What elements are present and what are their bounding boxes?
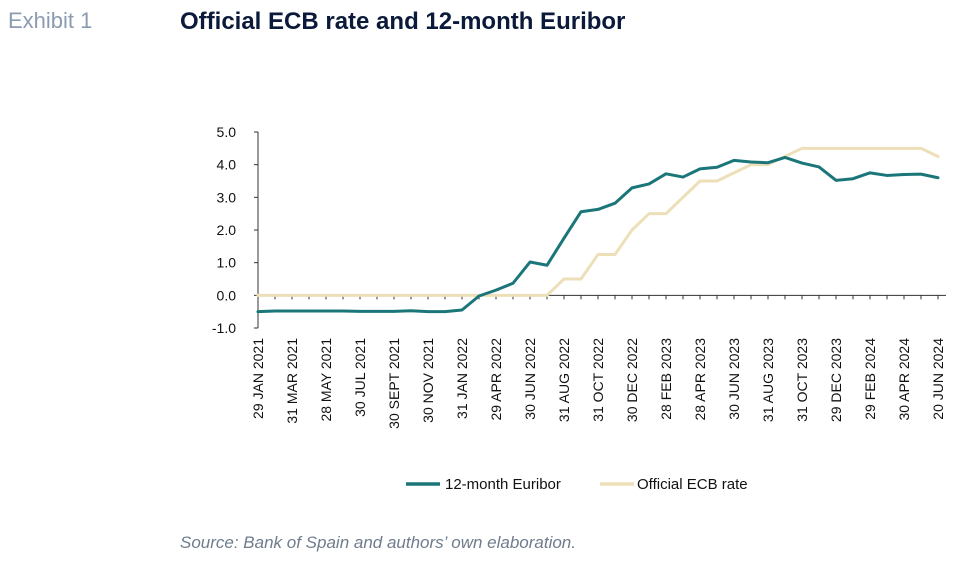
chart-axes: 5.0 4.0 3.0 2.0 1.0 0.0 -1.0 29 JAN 2021 31 MAR … <box>212 124 946 429</box>
y-tick-label: 0.0 <box>217 287 237 303</box>
y-tick-label: 5.0 <box>217 124 237 140</box>
x-tick-label: 30 JUN 2022 <box>522 338 538 420</box>
x-tick-label: 31 AUG 2022 <box>556 338 572 422</box>
chart-title: Official ECB rate and 12-month Euribor <box>180 8 626 35</box>
x-tick-label: 31 OCT 2023 <box>794 338 810 422</box>
x-tick-label: 29 DEC 2023 <box>828 338 844 422</box>
x-tick-label: 30 NOV 2021 <box>420 338 436 423</box>
x-tick-label: 30 DEC 2022 <box>624 338 640 422</box>
x-tick-label: 30 SEPT 2021 <box>386 338 402 429</box>
x-tick-label: 30 JUN 2023 <box>726 338 742 420</box>
y-tick-label: -1.0 <box>212 320 236 336</box>
x-tick-label: 28 MAY 2021 <box>318 338 334 422</box>
legend-item-euribor-label: 12-month Euribor <box>445 476 561 493</box>
y-tick-label: 4.0 <box>217 157 237 173</box>
chart-series <box>256 146 940 314</box>
x-tick-label: 30 APR 2024 <box>896 338 912 421</box>
x-tick-label: 31 AUG 2023 <box>760 338 776 422</box>
x-tick-label: 30 JUL 2021 <box>352 338 368 417</box>
exhibit-label: Exhibit 1 <box>8 8 93 33</box>
chart-legend: 12-month Euribor Official ECB rate <box>406 476 748 493</box>
x-tick-label: 29 JAN 2021 <box>250 338 266 419</box>
x-tick-label: 31 OCT 2022 <box>590 338 606 422</box>
euribor-series-line <box>256 155 940 314</box>
x-tick-label: 28 FEB 2023 <box>658 338 674 420</box>
legend-item-ecb-rate-label: Official ECB rate <box>637 476 748 493</box>
y-tick-label: 3.0 <box>217 189 237 205</box>
source-note: Source: Bank of Spain and authors’ own e… <box>180 533 576 552</box>
x-tick-label: 29 FEB 2024 <box>862 338 878 420</box>
y-tick-label: 1.0 <box>217 255 237 271</box>
y-tick-label: 2.0 <box>217 222 237 238</box>
ecb-rate-series-line <box>256 146 940 297</box>
x-tick-label: 31 MAR 2021 <box>284 338 300 424</box>
x-tick-label: 31 JAN 2022 <box>454 338 470 419</box>
x-tick-label: 29 APR 2022 <box>488 338 504 421</box>
x-tick-label: 20 JUN 2024 <box>930 338 946 420</box>
x-tick-label: 28 APR 2023 <box>692 338 708 421</box>
